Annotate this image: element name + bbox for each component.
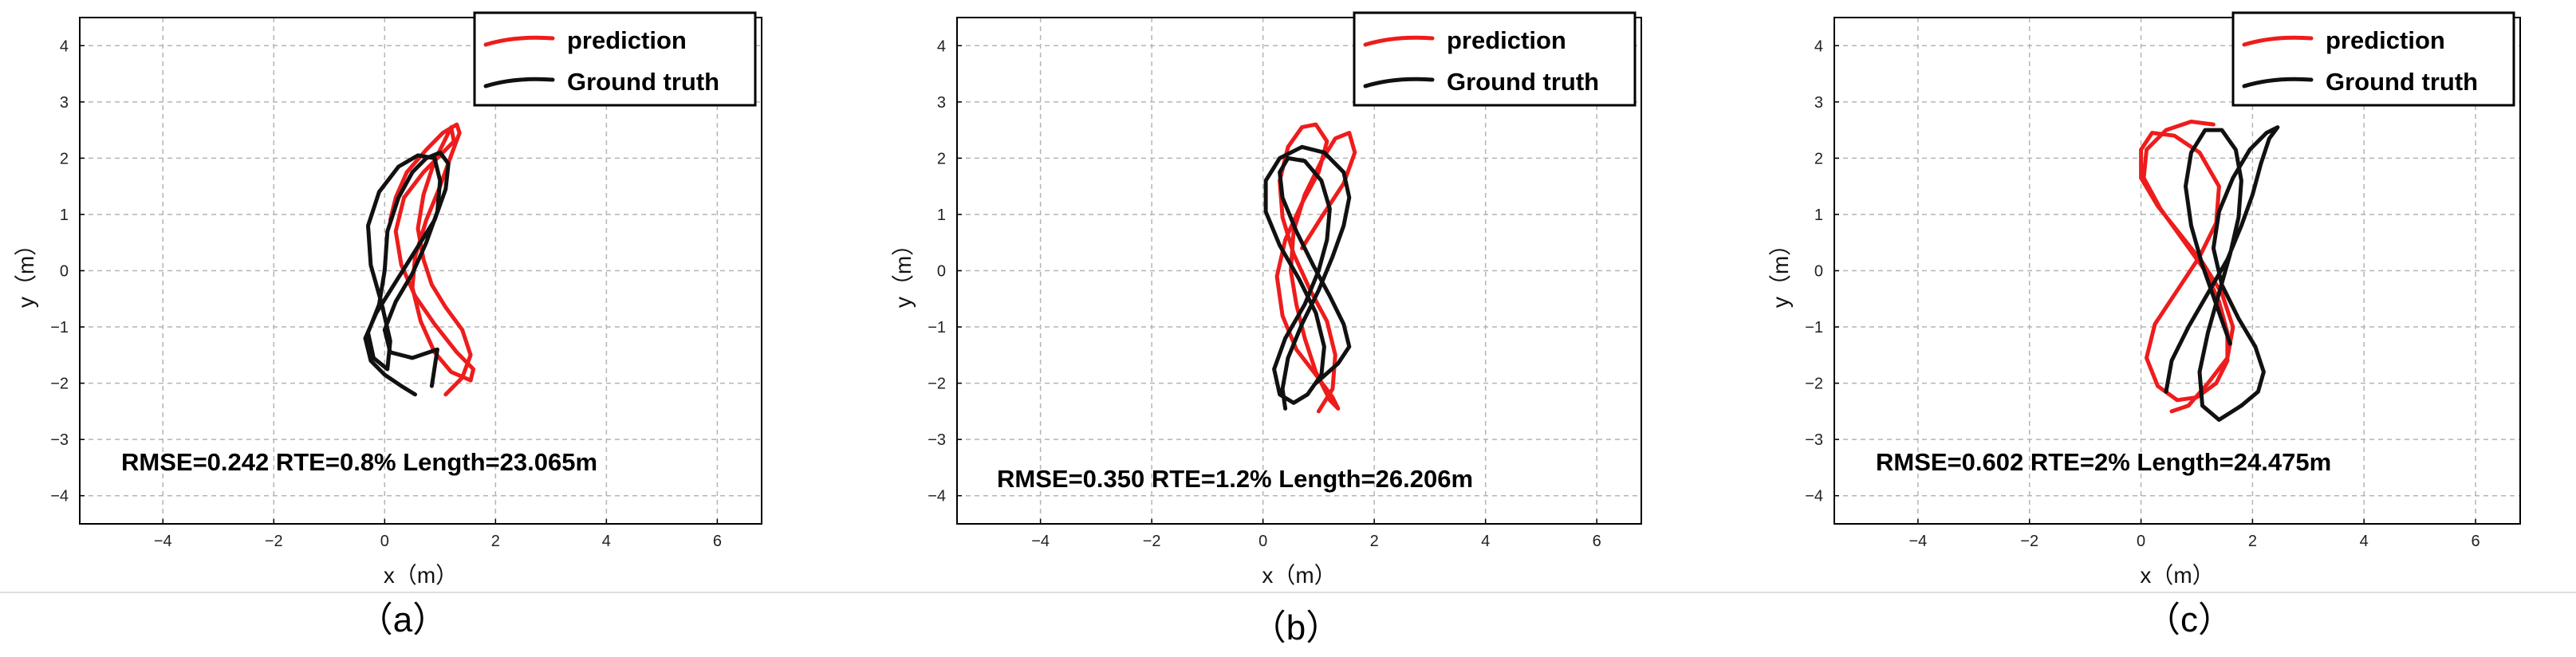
panel-caption: （b） [1251,608,1341,647]
y-tick-label: 0 [60,263,69,281]
legend-swatch-ground_truth [483,77,555,89]
y-axis-label: y（m） [14,234,38,308]
legend-swatch-prediction [2242,35,2314,47]
y-tick-label: 2 [937,150,946,167]
y-tick-label: −4 [1805,488,1823,506]
x-tick-label: −4 [1908,533,1927,550]
y-tick-label: 2 [1814,150,1823,167]
chart-panel: −4 −2 0 2 4 6 −4 −3 −2 −1 0 1 2 3 4 x（m） y（m） prediction G… [1768,11,2521,639]
y-tick-label: −3 [928,431,946,449]
metrics-annotation: RMSE=0.602 RTE=2% Length=24.475m [1876,448,2331,476]
legend-label: Ground truth [2326,68,2478,96]
y-tick-label: 0 [937,263,946,281]
x-tick-label: 0 [380,533,389,550]
metrics-annotation: RMSE=0.350 RTE=1.2% Length=26.206m [997,465,1473,493]
x-tick-label: −4 [154,533,172,550]
y-tick-label: −1 [928,319,946,336]
panel-caption: （c） [2145,600,2233,639]
series-line-ground_truth [2164,125,2280,422]
series-line-prediction [2139,120,2235,414]
legend-label: Ground truth [1447,68,1599,96]
x-tick-label: −2 [2020,533,2038,550]
legend-swatch-ground_truth [2242,77,2314,89]
legend: prediction Ground truth [2231,11,2515,107]
x-axis-label: x（m） [1262,563,1336,588]
y-tick-label: −3 [50,431,69,449]
x-tick-label: 2 [1370,533,1379,550]
y-tick-label: 1 [1814,207,1823,224]
y-tick-label: −2 [1805,376,1823,393]
y-tick-label: −4 [928,488,946,506]
x-axis-label: x（m） [384,563,458,588]
y-tick-label: 3 [937,94,946,112]
y-axis-label: y（m） [1768,234,1793,308]
legend-swatch-ground_truth [1363,77,1435,89]
y-tick-label: −2 [50,376,69,393]
legend-swatch-prediction [1363,35,1435,47]
legend: prediction Ground truth [473,11,757,107]
panel-caption: （a） [358,600,447,639]
y-tick-label: 4 [1814,37,1823,55]
legend-label: prediction [1447,26,1566,54]
y-tick-label: 0 [1814,263,1823,281]
x-tick-label: 6 [1593,533,1601,550]
x-axis-label: x（m） [2140,563,2214,588]
x-tick-label: 4 [2360,533,2369,550]
x-tick-label: 2 [491,533,500,550]
x-tick-label: 6 [2472,533,2480,550]
metrics-annotation: RMSE=0.242 RTE=0.8% Length=23.065m [121,448,597,476]
series-line-ground_truth [363,150,451,397]
series-line-ground_truth [1263,144,1352,411]
x-tick-label: 4 [602,533,611,550]
x-tick-label: 4 [1481,533,1490,550]
chart-panel: −4 −2 0 2 4 6 −4 −3 −2 −1 0 1 2 3 4 x（m） y（m） prediction G… [14,11,762,639]
y-tick-label: −4 [50,488,69,506]
legend: prediction Ground truth [1353,11,1637,107]
y-tick-label: 1 [937,207,946,224]
legend-label: prediction [567,26,687,54]
y-tick-label: 3 [1814,94,1823,112]
x-tick-label: −2 [265,533,283,550]
legend-box [1353,11,1637,107]
y-tick-label: −3 [1805,431,1823,449]
y-axis-label: y（m） [891,234,916,308]
x-tick-label: 0 [2137,533,2145,550]
y-tick-label: 1 [60,207,69,224]
y-tick-label: 2 [60,150,69,167]
x-tick-label: −2 [1143,533,1161,550]
legend-label: prediction [2326,26,2445,54]
x-tick-label: 2 [2248,533,2257,550]
y-tick-label: −1 [1805,319,1823,336]
y-tick-label: 4 [60,37,69,55]
legend-swatch-prediction [483,35,555,47]
x-tick-label: 0 [1258,533,1267,550]
y-tick-label: 3 [60,94,69,112]
legend-box [473,11,757,107]
y-tick-label: −1 [50,319,69,336]
chart-panel: −4 −2 0 2 4 6 −4 −3 −2 −1 0 1 2 3 4 x（m） y（m） prediction G… [891,11,1642,647]
legend-box [2231,11,2515,107]
legend-label: Ground truth [567,68,719,96]
x-tick-label: −4 [1031,533,1050,550]
y-tick-label: −2 [928,376,946,393]
x-tick-label: 6 [713,533,722,550]
y-tick-label: 4 [937,37,946,55]
